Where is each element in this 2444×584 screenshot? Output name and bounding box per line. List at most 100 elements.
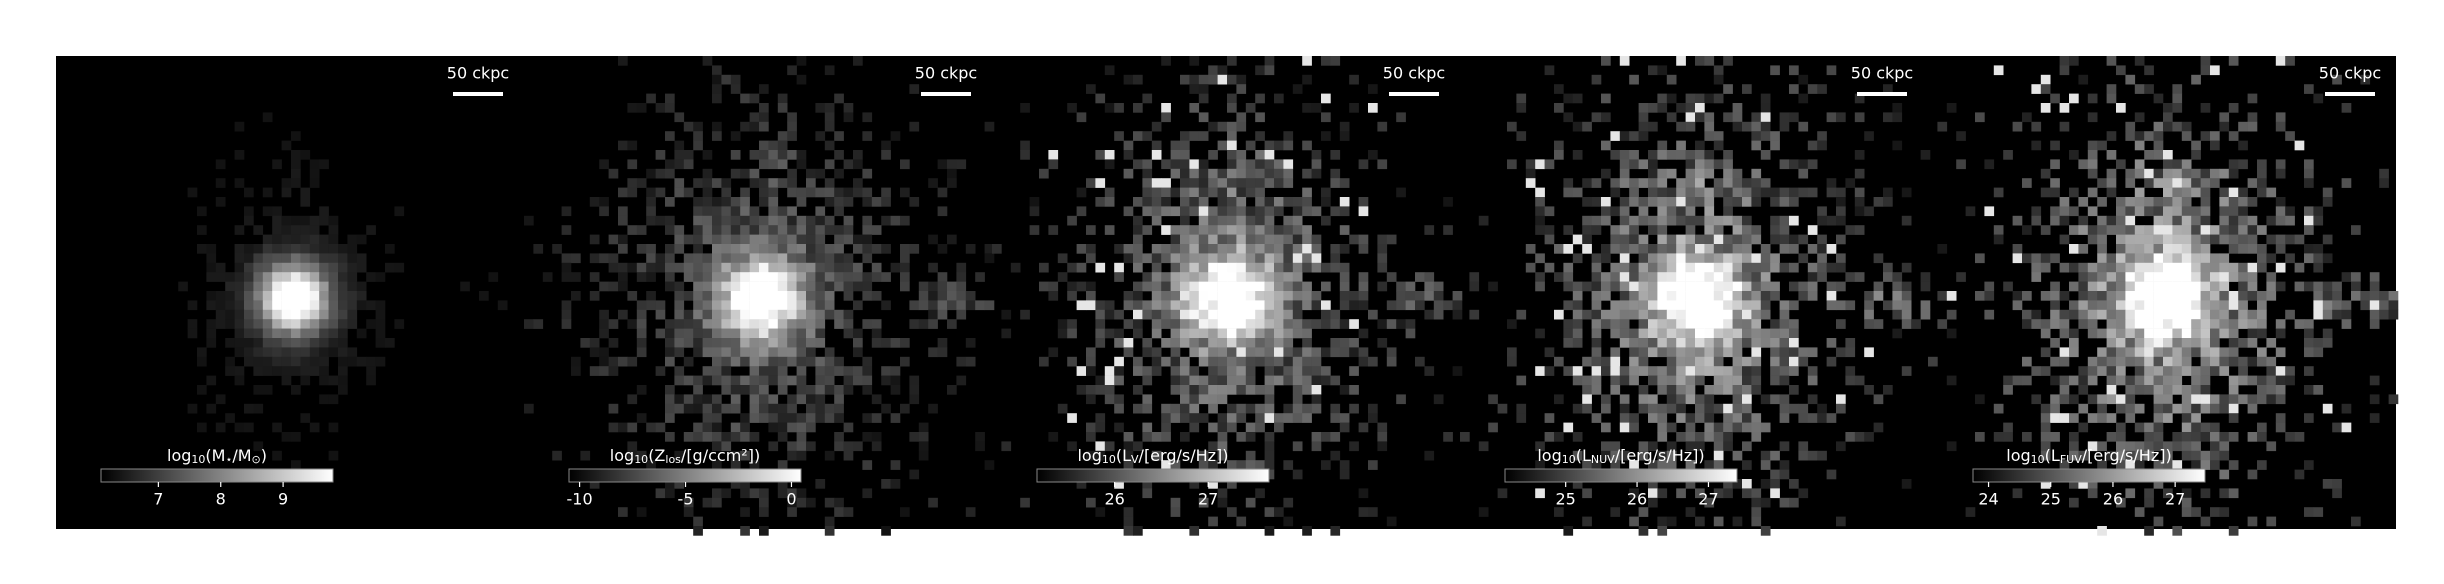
pixel [1377,432,1388,442]
pixel [1095,300,1106,311]
pixel [1142,131,1153,141]
pixel [2134,403,2145,414]
pixel [300,319,311,329]
pixel [1302,262,1312,273]
pixel [2172,309,2183,320]
pixel [759,253,769,264]
pixel [2257,328,2267,339]
pixel [1198,450,1209,461]
pixel [853,281,863,292]
pixel [1292,225,1303,235]
pixel [1358,422,1369,433]
pixel [2304,159,2314,170]
pixel [1433,309,1444,320]
pixel [1582,178,1592,188]
pixel [2040,291,2051,301]
pixel [1302,140,1312,151]
pixel [1928,356,1938,367]
pixel [749,168,760,179]
pixel [1770,347,1780,358]
label-subscript: V [1131,453,1139,466]
pixel [234,450,245,461]
pixel [2210,432,2220,442]
pixel [2247,215,2258,226]
pixel [2069,262,2079,273]
pixel [1666,516,1677,527]
pixel [759,262,769,273]
pixel [206,319,217,329]
pixel [853,159,863,170]
pixel [1321,187,1331,198]
pixel [693,309,703,320]
pixel [1142,309,1153,320]
label-subscript: los [665,453,681,466]
pixel [1713,422,1724,433]
pixel [356,356,367,367]
pixel [272,262,282,273]
pixel [2050,300,2060,311]
pixel [1676,375,1686,386]
pixel [385,262,395,273]
pixel [1695,197,1705,207]
pixel [2200,300,2211,311]
pixel [2191,375,2201,386]
pixel [2069,56,2079,66]
pixel [1648,403,1658,414]
pixel [234,244,245,254]
pixel [693,253,703,264]
pixel [2134,460,2145,470]
pixel [2116,159,2126,170]
pixel [1629,225,1639,235]
pixel [1048,159,1059,170]
pixel [1807,366,1818,376]
pixel [2181,328,2192,339]
pixel [712,291,722,301]
pixel [1826,244,1837,254]
pixel [2040,74,2051,85]
pixel [589,234,600,245]
pixel [1236,281,1247,292]
pixel [740,507,750,517]
pixel [1742,281,1752,292]
pixel [1208,65,1218,76]
pixel [1255,347,1265,358]
pixel [1433,300,1444,311]
pixel [2106,385,2117,395]
pixel [1245,178,1256,188]
pixel [1676,103,1686,113]
pixel [1836,206,1846,217]
pixel [1274,272,1284,282]
pixel [712,394,722,405]
pixel [2125,413,2136,423]
pixel [824,300,835,311]
pixel [1713,338,1724,348]
pixel [1864,309,1874,320]
pixel [1095,328,1106,339]
pixel [2125,272,2136,282]
pixel [2228,413,2239,423]
pixel [1349,319,1359,329]
pixel [712,225,722,235]
pixel [1742,413,1752,423]
pixel [561,300,572,311]
pixel [759,300,769,311]
pixel [2163,441,2173,452]
pixel [1358,291,1369,301]
pixel [1826,338,1837,348]
pixel [1170,507,1181,517]
pixel [1601,206,1611,217]
pixel [1601,253,1611,264]
pixel [768,225,779,235]
pixel [1264,281,1275,292]
colorbar-tick-label: 9 [278,490,288,509]
pixel [1563,112,1574,123]
pixel [702,225,713,235]
pixel [871,328,882,339]
pixel [928,178,938,188]
pixel [1133,403,1143,414]
pixel [2116,422,2126,433]
pixel [1666,403,1677,414]
pixel [1563,422,1574,433]
pixel [1657,319,1668,329]
pixel [2087,300,2098,311]
